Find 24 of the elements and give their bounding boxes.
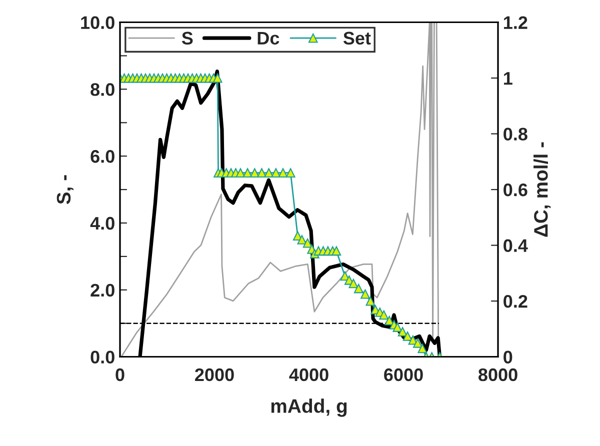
x-tick-label: 6000 xyxy=(384,368,423,382)
x-tick-label: 8000 xyxy=(478,368,518,382)
x-tick-label: 4000 xyxy=(289,368,328,382)
y-tick-label: 8.0 xyxy=(90,83,114,96)
x-axis-title: mAdd, g xyxy=(271,398,347,417)
y2-tick-label: 0.8 xyxy=(504,128,528,141)
x-tick-label: 0 xyxy=(116,368,124,382)
y2-tick-label: 1 xyxy=(504,72,512,85)
y2-tick-label: 1.2 xyxy=(504,16,528,29)
y-tick-label: 2.0 xyxy=(90,284,114,297)
legend-label: Dc xyxy=(258,32,280,45)
y-tick-label: 10.0 xyxy=(81,16,114,30)
legend-label: Set xyxy=(343,32,371,45)
y2-tick-label: 0.2 xyxy=(504,294,528,308)
x-tick-label: 2000 xyxy=(195,368,234,382)
y2-tick-label: 0 xyxy=(504,350,512,364)
y2-tick-label: 0.4 xyxy=(504,239,528,252)
legend-label: S xyxy=(182,32,193,45)
y-tick-label: 4.0 xyxy=(90,216,114,230)
y2-tick-label: 0.6 xyxy=(504,183,528,196)
y-tick-label: 0.0 xyxy=(90,350,114,364)
y2-axis-title: ΔC, mol/l - xyxy=(534,142,551,237)
y-tick-label: 6.0 xyxy=(90,150,114,163)
y-axis-title: S, - xyxy=(56,175,74,204)
